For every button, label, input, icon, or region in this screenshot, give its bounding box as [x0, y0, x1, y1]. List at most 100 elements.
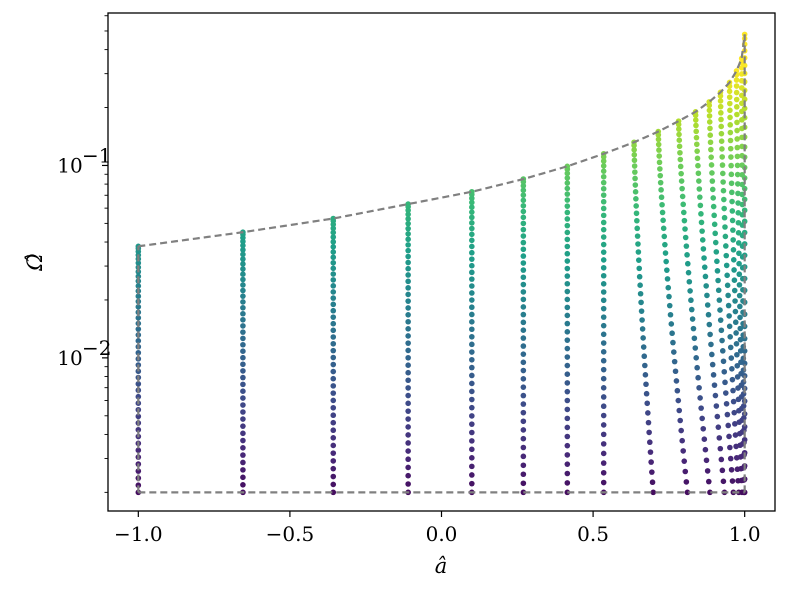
data-point	[405, 265, 411, 272]
data-point	[675, 397, 682, 404]
data-point	[685, 269, 692, 276]
data-point	[600, 173, 607, 180]
data-point	[405, 253, 411, 260]
data-point	[135, 326, 142, 332]
data-point	[683, 243, 690, 249]
data-point	[330, 368, 337, 375]
data-point	[240, 368, 246, 374]
data-point	[643, 381, 649, 388]
data-point	[135, 381, 142, 387]
data-point	[600, 322, 607, 329]
data-point	[635, 257, 642, 263]
data-point	[600, 441, 607, 447]
data-point	[405, 236, 411, 243]
data-point	[713, 403, 720, 409]
data-point	[405, 259, 411, 266]
data-point	[600, 385, 607, 391]
data-point	[694, 155, 701, 162]
data-point	[330, 361, 337, 368]
data-point	[694, 148, 700, 154]
data-point	[727, 122, 733, 128]
data-point	[683, 479, 690, 485]
data-point	[722, 390, 729, 396]
data-point	[689, 316, 696, 322]
data-point	[687, 288, 693, 294]
data-point	[330, 397, 337, 404]
data-point	[600, 264, 607, 271]
data-point	[520, 367, 527, 374]
data-point	[634, 233, 641, 239]
data-point	[727, 100, 733, 107]
data-point	[695, 170, 702, 177]
data-point	[716, 297, 723, 303]
data-point	[734, 144, 741, 151]
data-point	[135, 482, 142, 489]
data-point	[240, 467, 246, 473]
data-point	[640, 344, 647, 350]
data-point	[564, 406, 571, 413]
data-point	[694, 141, 700, 148]
data-point	[655, 136, 662, 143]
data-point	[733, 341, 740, 347]
data-point	[564, 380, 571, 386]
data-point	[720, 179, 726, 185]
data-point	[656, 159, 663, 166]
data-point	[520, 183, 527, 189]
data-point	[636, 265, 643, 272]
data-point	[708, 154, 714, 160]
data-point	[469, 290, 475, 296]
data-point	[734, 127, 740, 134]
data-point	[469, 269, 475, 276]
data-point	[240, 445, 246, 451]
data-point	[631, 157, 638, 164]
data-point	[469, 319, 475, 325]
data-point	[729, 478, 736, 484]
data-point	[723, 262, 730, 269]
data-point	[730, 227, 736, 233]
data-point	[719, 146, 725, 152]
data-point	[600, 366, 607, 373]
data-point	[469, 421, 475, 427]
data-point	[718, 456, 725, 463]
data-point	[240, 374, 246, 381]
data-point	[600, 185, 607, 192]
data-point	[732, 319, 739, 326]
data-point	[240, 402, 246, 408]
data-point	[240, 329, 246, 335]
data-point	[240, 395, 246, 401]
data-point	[520, 274, 527, 281]
data-point	[715, 277, 721, 284]
data-point	[741, 105, 748, 112]
data-point	[717, 317, 724, 323]
data-point	[676, 137, 683, 143]
data-point	[672, 368, 679, 375]
data-point	[564, 312, 571, 319]
data-point	[728, 162, 734, 169]
data-point	[677, 417, 684, 424]
data-point	[709, 178, 716, 184]
data-point	[656, 147, 662, 153]
data-point	[707, 132, 714, 138]
data-point	[733, 83, 740, 89]
data-point	[469, 413, 475, 419]
data-point	[240, 482, 246, 488]
data-point	[520, 281, 527, 288]
data-point	[520, 376, 527, 382]
data-point	[728, 180, 735, 187]
data-point	[469, 304, 475, 311]
data-point	[734, 171, 741, 178]
data-point	[680, 209, 687, 216]
data-point	[520, 260, 527, 266]
data-point	[469, 341, 475, 348]
data-point	[707, 139, 714, 146]
data-point	[240, 287, 246, 294]
data-point	[330, 271, 337, 277]
data-point	[719, 467, 726, 474]
data-point	[657, 166, 663, 172]
data-point	[330, 295, 337, 301]
data-point	[330, 229, 337, 236]
data-point	[727, 334, 733, 340]
data-point	[520, 453, 527, 460]
data-point	[710, 372, 717, 378]
data-point	[724, 282, 731, 289]
